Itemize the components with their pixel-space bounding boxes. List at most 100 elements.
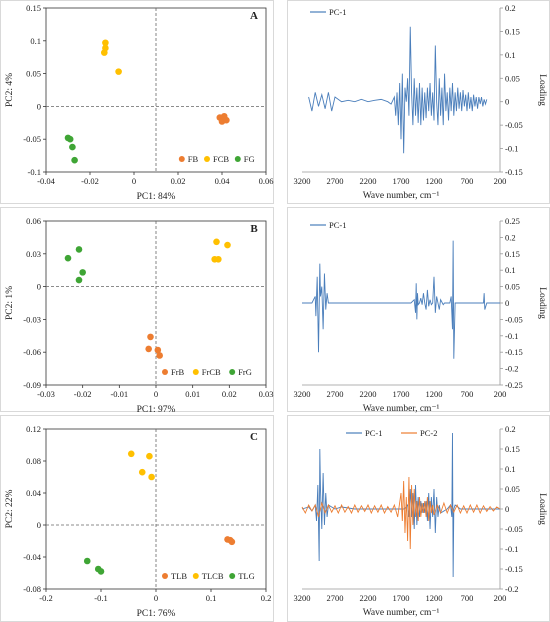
point-tlg — [97, 568, 105, 575]
x-tick-label: 2700 — [327, 593, 344, 603]
x-tick-label: 3200 — [294, 176, 311, 186]
point-fb — [220, 112, 228, 120]
panel-B-scores: -0.03 -0.02 -0.01 0 0.01 0.02 0.03 -0.09 -0.06 -0… — [0, 207, 274, 415]
x-tick-label: 0.02 — [171, 176, 186, 186]
y-tick-label: 0.15 — [26, 3, 41, 13]
y-tick-label: -0.05 — [505, 120, 523, 130]
y-tick-label: 0.15 — [505, 444, 520, 454]
y-axis-label: PC2: 1% — [5, 286, 15, 320]
panel-label: A — [250, 10, 258, 22]
x-tick-label: 0.01 — [185, 389, 200, 399]
y-tick-label: -0.15 — [505, 167, 523, 177]
y-tick-label: -0.15 — [505, 564, 523, 574]
y-tick-label: 0.04 — [26, 488, 42, 498]
y-tick-label: 0.15 — [505, 249, 520, 259]
y-tick-label: -0.2 — [505, 584, 518, 594]
x-tick-label: 0.06 — [259, 176, 274, 186]
y-tick-label: -0.1 — [505, 544, 518, 554]
x-tick-label: 2700 — [327, 176, 344, 186]
y-tick-label: 0 — [37, 282, 41, 292]
y-tick-label: 0.03 — [26, 249, 41, 259]
legend-marker-tlb — [162, 573, 168, 579]
legend-label: FrB — [171, 367, 185, 377]
y-tick-label: 0.15 — [505, 26, 520, 36]
series-line-pc-1 — [301, 432, 500, 578]
legend-marker-fcb — [204, 156, 210, 162]
x-tick-label: 0.03 — [259, 389, 274, 399]
legend-marker-fg — [234, 156, 241, 162]
x-tick-label: 0.02 — [222, 389, 237, 399]
x-tick-label: 2200 — [360, 389, 377, 399]
x-tick-label: 0.2 — [261, 593, 272, 603]
x-tick-label: 1200 — [426, 176, 443, 186]
y-tick-label: 0.2 — [505, 232, 516, 242]
x-axis-label: PC1: 97% — [137, 405, 176, 415]
x-axis-label: Wave number, cm⁻¹ — [363, 608, 440, 618]
x-tick-label: 200 — [494, 593, 507, 603]
legend-label: PC-1 — [329, 7, 346, 17]
point-fcb — [101, 49, 108, 56]
legend-marker-fb — [178, 156, 185, 162]
panel-A-scores: -0.04 -0.02 0 0.02 0.04 0.06 -0.1 -0.05 0 0.05 0.1… — [0, 0, 274, 204]
y-tick-label: -0.25 — [505, 380, 523, 390]
x-tick-label: 2700 — [327, 389, 344, 399]
x-tick-label: 700 — [461, 593, 474, 603]
point-tlcb — [146, 452, 153, 460]
y-tick-label: -0.1 — [505, 331, 518, 341]
x-tick-label: 200 — [494, 176, 507, 186]
series-line-pc-2 — [301, 476, 501, 550]
y-tick-label: 0.05 — [505, 484, 520, 494]
legend-label: FB — [188, 154, 199, 164]
panel-frame — [0, 415, 274, 622]
x-axis-label: Wave number, cm⁻¹ — [363, 404, 440, 414]
x-tick-label: -0.01 — [110, 389, 128, 399]
legend-label: TLG — [238, 571, 255, 581]
y-tick-label: 0.05 — [505, 282, 520, 292]
y-axis-label: Loading — [537, 287, 547, 319]
x-tick-label: 1700 — [393, 176, 410, 186]
x-tick-label: -0.02 — [74, 389, 92, 399]
panel-frame — [0, 207, 274, 412]
y-axis-label: PC2: 22% — [5, 490, 15, 529]
panel-C-loading: 3200 2700 2200 1700 1200 700 200-0.2 -0.15 -0.1 -… — [287, 415, 550, 622]
y-tick-label: -0.1 — [505, 144, 518, 154]
y-tick-label: -0.03 — [23, 314, 41, 324]
point-fg — [71, 156, 78, 164]
point-frcb — [215, 255, 222, 263]
x-tick-label: 3200 — [294, 593, 311, 603]
x-tick-label: -0.1 — [94, 593, 107, 603]
y-tick-label: 0 — [37, 520, 41, 530]
y-tick-label: 0.12 — [26, 424, 41, 434]
y-tick-label: -0.1 — [28, 167, 41, 177]
panel-A-loading: 3200 2700 2200 1700 1200 700 200-0.15 -0.1 -0.05… — [287, 0, 550, 204]
panel-C-scores: -0.2 -0.1 0 0.1 0.2 -0.08 -0.04 0 0.04 0.08 0.12 PC… — [0, 415, 274, 622]
y-tick-label: 0.2 — [505, 424, 516, 434]
point-fg — [69, 143, 76, 151]
y-axis-label: PC2: 4% — [5, 73, 15, 107]
y-tick-label: -0.06 — [23, 347, 41, 357]
y-tick-label: -0.09 — [23, 380, 41, 390]
legend-marker-frcb — [192, 369, 199, 375]
x-tick-label: -0.2 — [39, 593, 52, 603]
panel-label: B — [250, 223, 258, 235]
x-tick-label: -0.04 — [37, 176, 55, 186]
y-tick-label: -0.05 — [505, 524, 523, 534]
point-frg — [79, 269, 86, 276]
y-tick-label: -0.05 — [23, 134, 41, 144]
legend-label: FrCB — [202, 367, 221, 377]
y-tick-label: 0.2 — [505, 3, 516, 13]
point-fcb — [102, 39, 109, 47]
y-tick-label: 0.05 — [26, 69, 41, 79]
legend-label: PC-1 — [329, 220, 346, 230]
y-tick-label: -0.08 — [23, 584, 41, 594]
x-tick-label: 700 — [461, 176, 474, 186]
point-frb — [147, 333, 154, 341]
x-tick-label: 0.1 — [206, 593, 217, 603]
x-tick-label: 1700 — [393, 593, 410, 603]
x-tick-label: 0 — [132, 176, 136, 186]
x-tick-label: 700 — [461, 389, 474, 399]
y-tick-label: -0.04 — [23, 552, 41, 562]
point-tlcb — [127, 450, 135, 458]
y-tick-label: 0.06 — [26, 216, 41, 226]
